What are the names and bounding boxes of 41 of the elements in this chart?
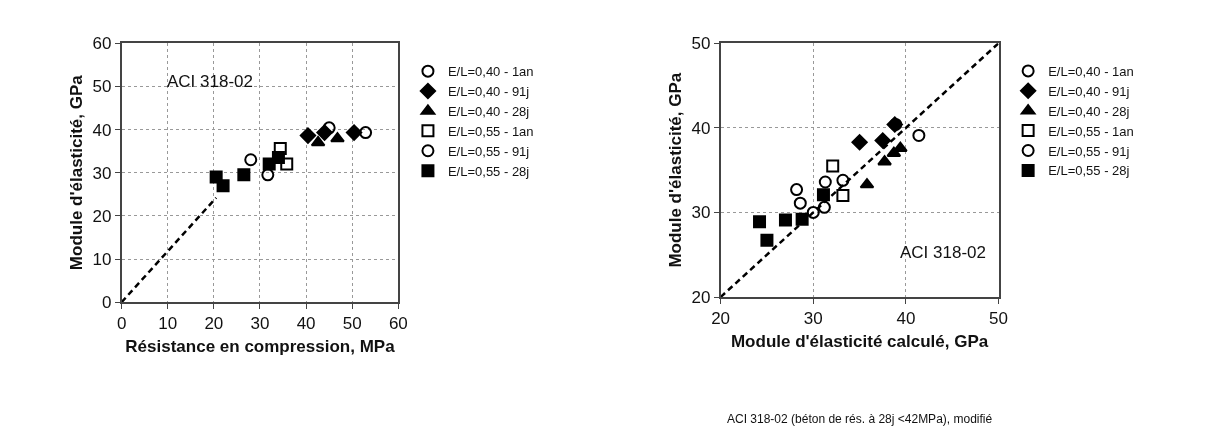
x-tick-label: 30 [250, 314, 270, 334]
x-tick-label: 40 [896, 309, 916, 329]
y-tick-label: 30 [92, 163, 112, 183]
y-tick-label: 20 [92, 206, 112, 226]
x-tick-label: 60 [388, 314, 408, 334]
y-axis-title: Module d'élasticité, GPa [66, 74, 86, 271]
legend-label: E/L=0,40 - 28j [1048, 103, 1130, 119]
legend-label: E/L=0,40 - 91j [1048, 83, 1130, 99]
legend-label: E/L=0,40 - 91j [447, 84, 530, 100]
y-tick-label: 40 [92, 120, 112, 140]
y-tick-label: 50 [92, 77, 112, 97]
x-tick-label: 20 [711, 309, 731, 329]
annotation: ACI 318-02 [900, 243, 986, 262]
legend-label: E/L=0,55 - 91j [447, 143, 530, 159]
legend-label: E/L=0,40 - 1an [447, 64, 534, 80]
y-tick-label: 30 [691, 203, 711, 223]
x-axis-title: Résistance en compression, MPa [125, 337, 396, 357]
legend-label: E/L=0,55 - 28j [1048, 163, 1130, 179]
x-tick-label: 10 [158, 314, 178, 334]
y-axis-title: Module d'élasticité, GPa [665, 72, 685, 268]
x-tick-label: 20 [204, 314, 224, 334]
x-tick-label: 40 [296, 314, 316, 334]
y-tick-label: 0 [101, 293, 112, 313]
y-tick-label: 10 [92, 249, 112, 269]
x-tick-label: 30 [803, 309, 823, 329]
legend-label: E/L=0,40 - 1an [1048, 63, 1134, 79]
y-tick-label: 40 [691, 118, 711, 138]
x-tick-label: 50 [342, 314, 362, 334]
annotation: ACI 318-02 [167, 72, 253, 91]
legend-label: E/L=0,40 - 28j [447, 104, 530, 120]
legend-label: E/L=0,55 - 91j [1048, 143, 1130, 159]
legend-label: E/L=0,55 - 1an [447, 123, 534, 139]
x-tick-label: 50 [989, 309, 1009, 329]
x-axis-title: Module d'élasticité calculé, GPa [730, 332, 989, 352]
legend-label: E/L=0,55 - 28j [447, 163, 530, 179]
y-tick-label: 60 [92, 34, 112, 54]
x-tick-label: 0 [116, 314, 127, 334]
legend-label: E/L=0,55 - 1an [1048, 123, 1134, 139]
y-tick-label: 20 [691, 287, 711, 307]
y-tick-label: 50 [691, 34, 711, 54]
text: ACI 318-02 (béton de rés. à 28j <42MPa), modifié [727, 412, 993, 426]
